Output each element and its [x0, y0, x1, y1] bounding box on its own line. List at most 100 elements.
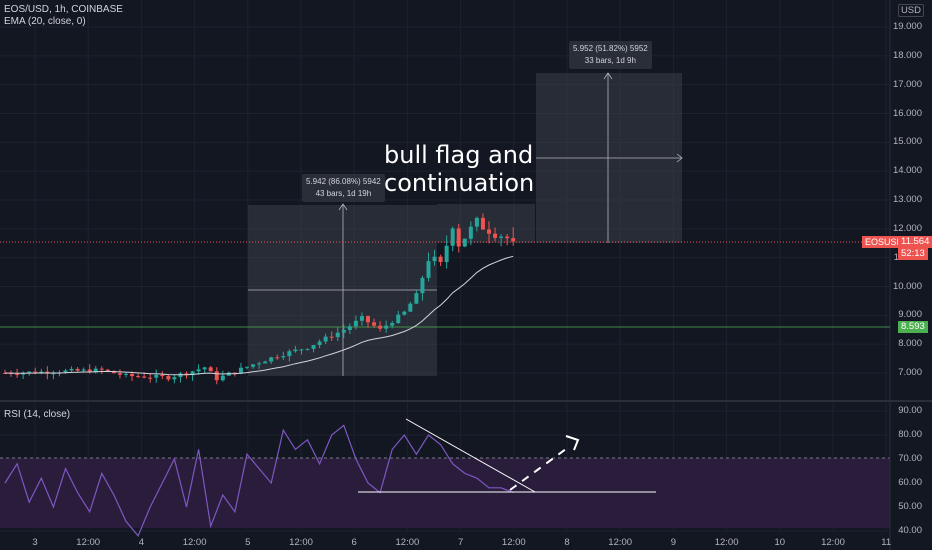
candle-body: [245, 366, 249, 368]
candles-layer: [3, 213, 516, 385]
price-tick-label: 8.000: [898, 338, 922, 350]
support-price-badge: 8.593: [898, 321, 928, 333]
rsi-trendline[interactable]: [405, 418, 536, 493]
candle-body: [402, 311, 407, 315]
rsi-tick-label: 70.00: [898, 453, 922, 464]
time-tick-label: 12:00: [182, 537, 207, 548]
time-tick-label: 12:00: [608, 537, 633, 548]
candle-body: [178, 373, 183, 378]
candle-body: [15, 373, 20, 375]
candle-body: [372, 322, 377, 326]
annotation-line1: bull flag and: [384, 141, 534, 169]
candle-body: [63, 370, 68, 373]
time-tick-label: 12:00: [501, 537, 526, 548]
annotation-line2: continuation: [384, 169, 535, 197]
rsi-tick-label: 50.00: [898, 501, 922, 512]
price-tick-label: 17.000: [892, 78, 922, 90]
measure-2-line2: 33 bars, 1d 9h: [584, 56, 636, 65]
measure-1-info[interactable]: 5.942 (86.08%) 5942 43 bars, 1d 19h: [302, 174, 385, 202]
time-tick-label: 12:00: [395, 537, 420, 548]
candle-body: [317, 341, 322, 346]
time-tick-label: 11: [881, 537, 892, 548]
measure-box-1[interactable]: [248, 205, 437, 376]
time-tick-label: 4: [138, 537, 145, 548]
candle-body: [456, 228, 461, 247]
candle-body: [396, 314, 401, 324]
candle-body: [450, 228, 455, 246]
candle-body: [414, 293, 419, 304]
candle-body: [329, 336, 334, 338]
current-symbol-tag: EOSUSD: [862, 236, 907, 248]
candle-body: [251, 364, 256, 367]
candle-body: [124, 373, 128, 375]
price-tick-label: 18.000: [892, 49, 922, 61]
countdown-badge: 52:13: [898, 248, 928, 260]
candle-body: [172, 377, 177, 380]
price-tick-label: 7.000: [898, 367, 922, 378]
candle-body: [462, 238, 467, 247]
candle-body: [287, 351, 292, 357]
candle-body: [69, 368, 74, 371]
candle-body: [474, 217, 479, 227]
measure-1-arrow: [338, 203, 348, 211]
candle-body: [480, 217, 485, 230]
time-tick-label: 6: [351, 537, 357, 548]
candle-body: [148, 377, 153, 379]
time-tick-label: 12:00: [76, 537, 101, 548]
measure-2-info[interactable]: 5.952 (51.82%) 5952 33 bars, 1d 9h: [569, 41, 652, 69]
measure-1-line2: 43 bars, 1d 19h: [315, 189, 372, 198]
price-tick-label: 14.000: [892, 165, 922, 177]
rsi-breakout-arrow[interactable]: [509, 445, 571, 491]
candle-body: [426, 261, 431, 278]
candle-body: [154, 374, 159, 378]
candle-body: [420, 277, 425, 294]
candle-body: [51, 373, 56, 375]
candle-body: [275, 357, 280, 359]
rsi-legend[interactable]: RSI (14, close): [4, 409, 71, 420]
rsi-tick-label: 40.00: [898, 525, 922, 536]
candle-body: [202, 367, 207, 370]
candle-body: [93, 368, 98, 373]
price-tick-label: 9.000: [898, 309, 922, 321]
ema-legend[interactable]: EMA (20, close, 0): [4, 16, 86, 27]
candle-body: [293, 349, 298, 352]
candle-body: [341, 329, 346, 333]
price-tick-label: 13.000: [892, 194, 922, 205]
measure-2-varrow: [603, 72, 613, 80]
candle-body: [214, 371, 219, 381]
candle-body: [160, 374, 165, 377]
candle-body: [468, 226, 473, 239]
candle-body: [136, 376, 141, 378]
candle-body: [505, 236, 510, 239]
candle-body: [75, 368, 80, 371]
rsi-tick-label: 60.00: [898, 477, 922, 488]
time-tick-label: 8: [564, 537, 570, 548]
rsi-line: [4, 424, 514, 537]
measure-2-harrow: [676, 153, 683, 163]
annotation-text[interactable]: bull flag and continuation: [384, 141, 534, 197]
candle-body: [117, 373, 122, 375]
candle-body: [408, 303, 413, 312]
candle-body: [299, 349, 304, 351]
time-tick-label: 12:00: [821, 537, 845, 548]
price-tick-label: 12.000: [892, 222, 922, 234]
current-price-badge: 11.564: [898, 236, 932, 248]
currency-label[interactable]: USD: [897, 4, 924, 17]
candle-body: [444, 245, 449, 263]
candle-body: [81, 369, 86, 371]
candle-body: [305, 348, 310, 350]
price-tick-label: 15.000: [892, 136, 922, 148]
candle-body: [142, 376, 147, 378]
candle-body: [432, 256, 437, 262]
price-tick-label: 10.000: [892, 280, 922, 292]
candle-body: [257, 363, 262, 365]
price-tick-label: 16.000: [892, 107, 922, 119]
candle-body: [232, 372, 237, 374]
symbol-legend[interactable]: EOS/USD, 1h, COINBASE: [4, 4, 123, 15]
candle-body: [190, 371, 195, 376]
candle-body: [87, 369, 92, 373]
candle-body: [366, 316, 370, 323]
candle-body: [281, 356, 286, 358]
candle-body: [487, 229, 491, 234]
